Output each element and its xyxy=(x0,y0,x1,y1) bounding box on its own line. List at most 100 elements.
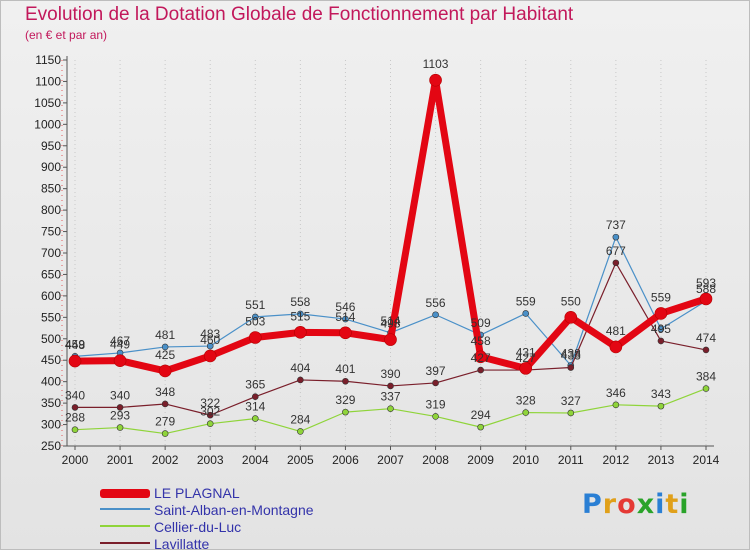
data-label: 319 xyxy=(426,397,446,411)
x-tick-label: 2005 xyxy=(287,453,314,467)
x-tick-label: 2002 xyxy=(152,453,179,467)
data-label: 433 xyxy=(561,349,581,363)
legend-swatch-cellier-du-luc xyxy=(100,525,150,527)
y-tick-label: 1050 xyxy=(34,96,61,110)
data-label: 588 xyxy=(696,282,716,296)
data-point xyxy=(657,402,665,410)
data-label: 483 xyxy=(200,327,220,341)
data-point xyxy=(297,310,304,318)
data-point xyxy=(251,393,259,400)
data-label: 302 xyxy=(200,405,220,419)
data-point xyxy=(297,376,304,384)
x-tick-label: 2003 xyxy=(197,453,224,467)
y-tick-label: 1000 xyxy=(34,117,61,131)
data-point xyxy=(477,366,484,374)
data-label: 546 xyxy=(335,300,355,314)
data-point xyxy=(161,400,169,408)
logo-letter: P xyxy=(582,489,603,520)
data-label: 448 xyxy=(65,338,85,352)
x-tick-label: 2011 xyxy=(558,453,584,467)
data-point xyxy=(612,233,620,241)
legend-label: Cellier-du-Luc xyxy=(154,519,242,535)
y-tick-label: 750 xyxy=(41,225,61,239)
data-point xyxy=(429,73,442,87)
y-tick-label: 1150 xyxy=(35,53,61,67)
data-point xyxy=(71,404,79,411)
data-point xyxy=(251,415,259,422)
data-point xyxy=(113,354,127,367)
data-point xyxy=(699,292,713,306)
y-tick-label: 800 xyxy=(41,203,61,217)
data-point xyxy=(564,311,578,324)
data-label: 329 xyxy=(335,393,355,407)
logo-letter: t xyxy=(665,489,680,520)
y-tick-label: 600 xyxy=(41,289,61,303)
legend-label: Lavillatte xyxy=(154,536,210,552)
data-point xyxy=(567,364,575,371)
legend-swatch-lavillatte xyxy=(100,542,150,544)
data-label: 327 xyxy=(561,394,581,408)
data-point xyxy=(206,420,214,427)
data-label: 593 xyxy=(696,276,716,290)
data-point xyxy=(387,382,394,390)
data-label: 556 xyxy=(426,296,446,310)
data-label: 481 xyxy=(155,328,175,342)
data-label: 365 xyxy=(245,378,265,392)
data-label: 514 xyxy=(380,314,400,328)
data-label: 550 xyxy=(561,294,581,308)
x-tick-label: 2014 xyxy=(693,453,720,467)
data-label: 495 xyxy=(651,322,671,336)
data-label: 460 xyxy=(200,333,220,347)
data-point xyxy=(248,331,262,344)
data-label: 459 xyxy=(65,337,85,351)
data-point xyxy=(206,411,214,419)
data-point xyxy=(251,313,259,321)
data-label: 558 xyxy=(290,295,310,309)
data-label: 425 xyxy=(155,348,175,362)
x-tick-label: 2007 xyxy=(377,453,404,467)
data-point xyxy=(702,346,710,354)
data-label: 431 xyxy=(516,345,536,359)
data-point xyxy=(161,430,169,437)
data-point xyxy=(609,340,623,354)
data-label: 551 xyxy=(245,298,265,312)
data-point xyxy=(294,326,307,339)
data-label: 481 xyxy=(606,324,626,338)
data-label: 340 xyxy=(65,388,85,402)
data-label: 427 xyxy=(516,351,536,365)
y-tick-label: 450 xyxy=(41,353,61,367)
data-point xyxy=(432,413,439,420)
y-tick-label: 400 xyxy=(41,375,61,389)
data-point xyxy=(519,362,533,375)
data-point xyxy=(432,311,439,319)
data-point xyxy=(477,423,484,431)
data-point xyxy=(116,404,124,411)
data-point xyxy=(702,385,710,392)
logo-letter: i xyxy=(655,489,666,520)
data-label: 288 xyxy=(65,411,85,425)
data-label: 1103 xyxy=(423,57,449,71)
data-label: 346 xyxy=(606,386,626,400)
data-point xyxy=(384,333,397,346)
data-label: 322 xyxy=(200,396,220,410)
data-point xyxy=(474,350,487,364)
data-point xyxy=(339,326,352,340)
line-chart: 250 300 350 400 450 500 550 600 650 700 750 800 850 9… xyxy=(34,53,720,467)
logo-letter: o xyxy=(617,489,637,520)
y-tick-label: 650 xyxy=(41,267,61,281)
data-label: 559 xyxy=(651,290,671,304)
data-label: 343 xyxy=(651,387,671,401)
y-tick-label: 550 xyxy=(41,310,61,324)
data-label: 474 xyxy=(696,331,716,345)
y-tick-label: 850 xyxy=(41,182,61,196)
legend-label: LE PLAGNAL xyxy=(154,485,240,501)
data-label: 348 xyxy=(155,385,175,399)
data-label: 384 xyxy=(696,370,716,384)
data-label: 340 xyxy=(110,388,130,402)
data-point xyxy=(297,428,304,435)
data-label: 390 xyxy=(380,367,400,381)
data-point xyxy=(567,409,575,417)
data-label: 514 xyxy=(335,310,355,324)
legend-swatch-saint-alban xyxy=(100,508,150,510)
